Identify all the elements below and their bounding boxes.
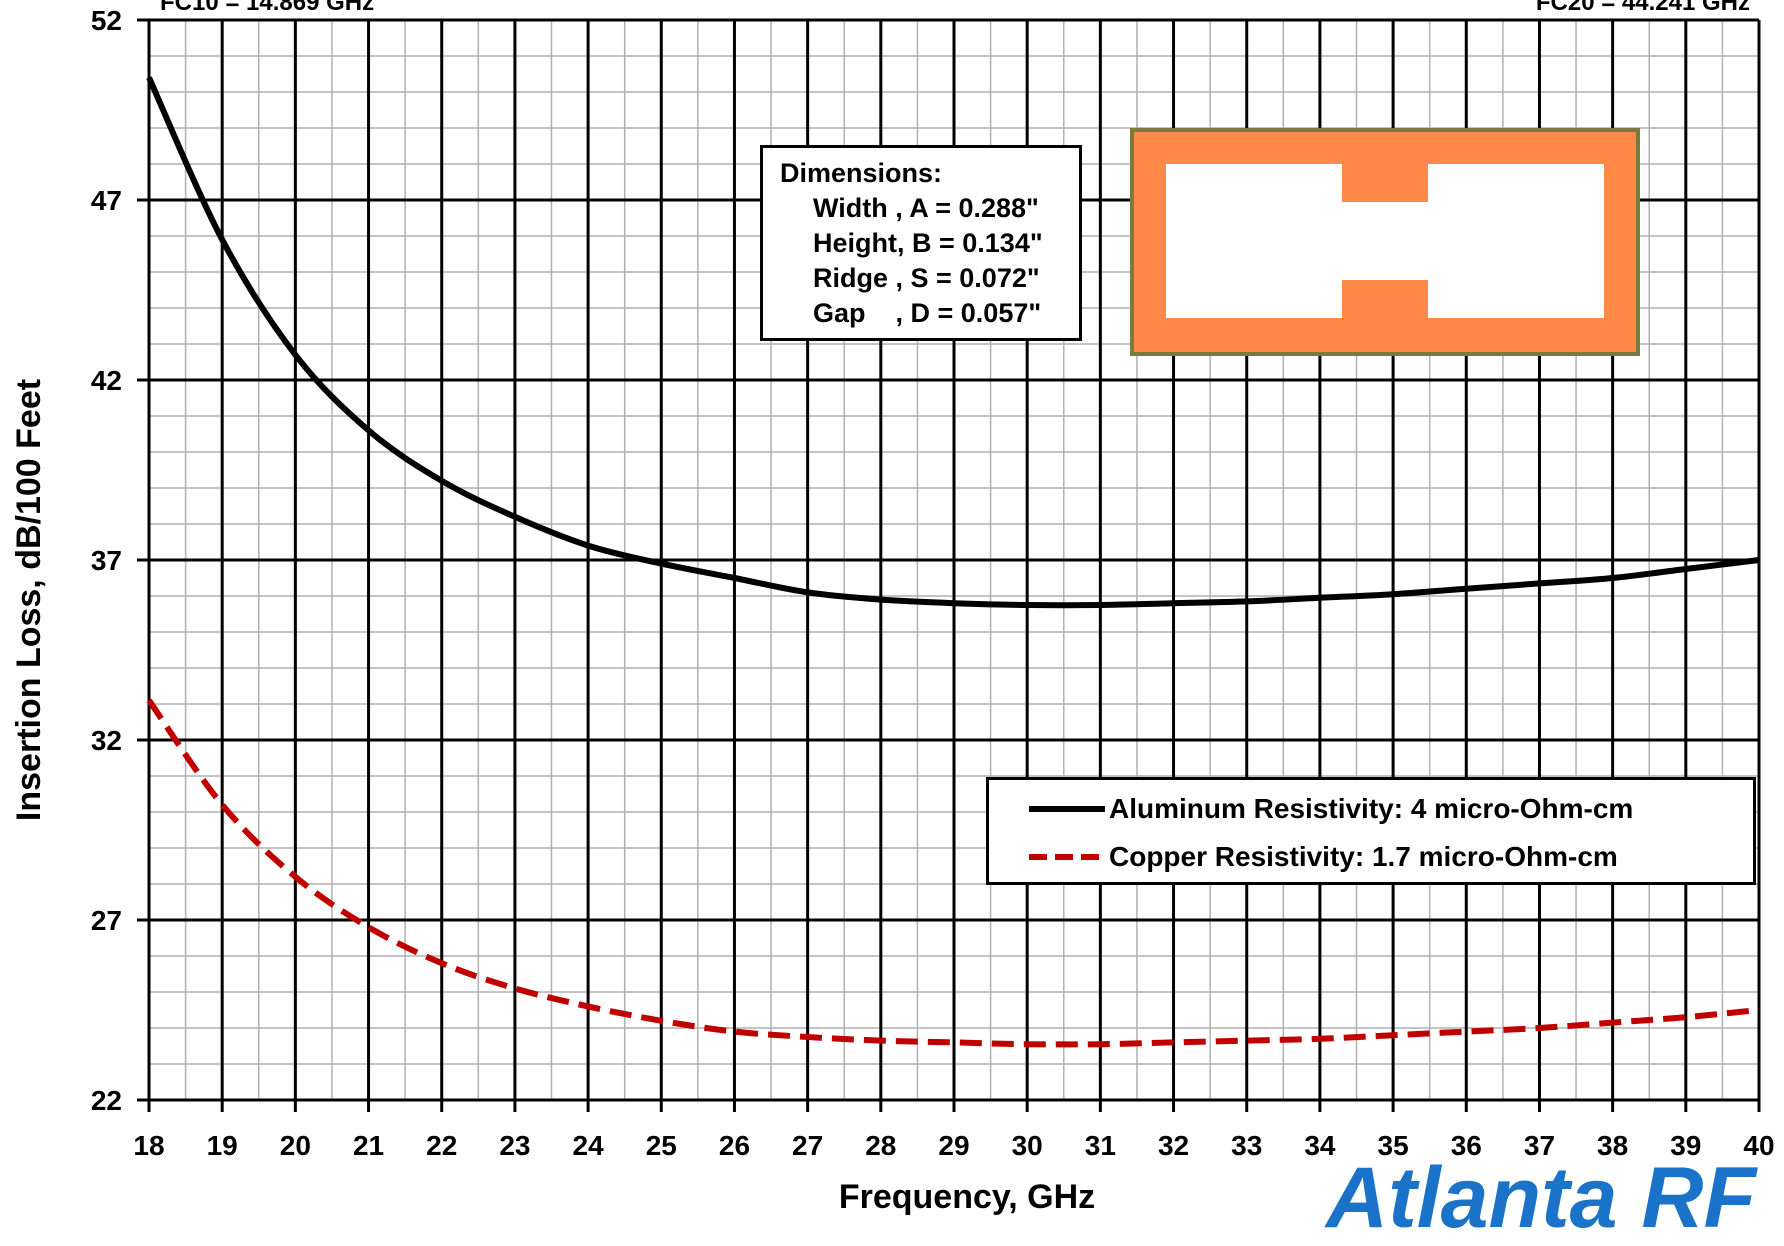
x-tick-label: 33 (1231, 1130, 1262, 1161)
x-axis-label: Frequency, GHz (839, 1178, 1095, 1216)
x-tick-label: 27 (792, 1130, 823, 1161)
y-tick-label: 42 (91, 365, 122, 396)
dimensions-title: Dimensions: (780, 158, 943, 188)
legend: Aluminum Resistivity: 4 micro-Ohm-cm Cop… (986, 777, 1756, 885)
dimension-gap: Gap , D = 0.057" (813, 298, 1042, 328)
x-tick-label: 25 (646, 1130, 677, 1161)
legend-label-copper: Copper Resistivity: 1.7 micro-Ohm-cm (1109, 841, 1618, 872)
x-tick-label: 31 (1085, 1130, 1116, 1161)
dimension-height: Height, B = 0.134" (813, 228, 1043, 258)
x-tick-label: 19 (207, 1130, 238, 1161)
x-tick-label: 22 (426, 1130, 457, 1161)
x-tick-label: 24 (573, 1130, 605, 1161)
y-tick-label: 27 (91, 905, 122, 936)
x-tick-label: 29 (938, 1130, 969, 1161)
series-layer (146, 76, 1760, 1048)
x-tick-label: 18 (133, 1130, 164, 1161)
x-tick-label: 20 (280, 1130, 311, 1161)
x-tick-label: 32 (1158, 1130, 1189, 1161)
legend-swatch-copper (1029, 854, 1105, 860)
brand-logo-text: Atlanta RF (1326, 1150, 1756, 1246)
x-tick-label: 26 (719, 1130, 750, 1161)
waveguide-cross-section-graphic (1130, 128, 1640, 356)
x-tick-label: 35 (1378, 1130, 1409, 1161)
x-tick-label: 40 (1743, 1130, 1774, 1161)
x-tick-label: 36 (1451, 1130, 1482, 1161)
series-line-copper (146, 698, 1760, 1048)
y-tick-label: 52 (91, 5, 122, 36)
y-axis-label: Insertion Loss, dB/100 Feet (10, 379, 48, 821)
legend-item-aluminum: Aluminum Resistivity: 4 micro-Ohm-cm (1029, 789, 1633, 829)
legend-swatch-aluminum (1029, 806, 1105, 812)
tick-labels: 18 19 20 21 22 23 24 25 26 27 28 29 30 31 32 33 34 35 36 37… (91, 5, 1775, 1161)
y-tick-label: 22 (91, 1085, 122, 1116)
series-line-aluminum (146, 76, 1760, 609)
y-tick-label: 47 (91, 185, 122, 216)
x-tick-label: 34 (1304, 1130, 1336, 1161)
y-tick-label: 32 (91, 725, 122, 756)
y-tick-label: 37 (91, 545, 122, 576)
dimension-width: Width , A = 0.288" (813, 193, 1039, 223)
x-tick-label: 21 (353, 1130, 384, 1161)
dimension-ridge: Ridge , S = 0.072" (813, 263, 1040, 293)
x-tick-label: 30 (1012, 1130, 1043, 1161)
legend-item-copper: Copper Resistivity: 1.7 micro-Ohm-cm (1029, 837, 1618, 877)
annotation-fc20: FC20 = 44.241 GHz (1536, 0, 1750, 16)
legend-label-aluminum: Aluminum Resistivity: 4 micro-Ohm-cm (1109, 793, 1634, 824)
x-tick-label: 37 (1524, 1130, 1555, 1161)
waveguide-ridge-opening (1166, 164, 1604, 318)
x-tick-label: 39 (1670, 1130, 1701, 1161)
x-tick-label: 23 (499, 1130, 530, 1161)
x-tick-label: 38 (1597, 1130, 1628, 1161)
dimensions-box: Dimensions: Width , A = 0.288" Height, B… (760, 145, 1082, 341)
annotation-fc10: FC10 = 14.869 GHz (160, 0, 374, 16)
x-tick-label: 28 (865, 1130, 896, 1161)
